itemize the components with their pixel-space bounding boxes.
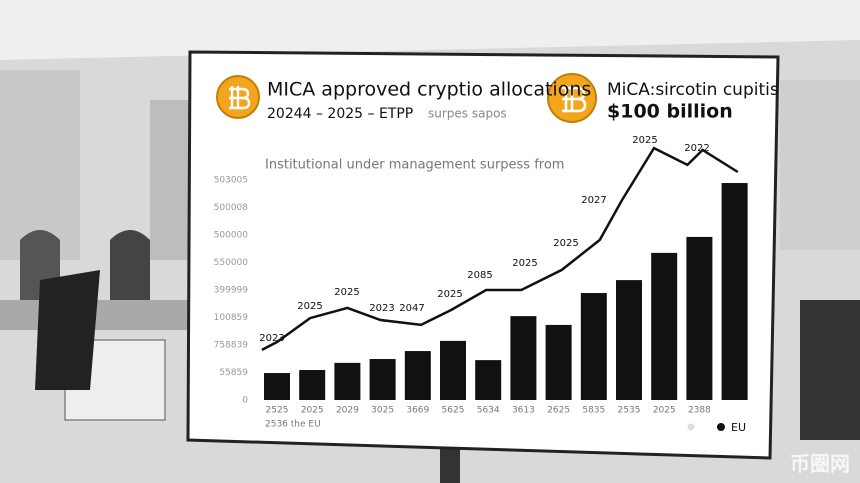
y-tick-label: 758839 <box>214 341 249 351</box>
legend-swatch <box>717 423 725 431</box>
x-tick-label: 3669 <box>406 406 429 416</box>
x-tick-label: 5625 <box>442 406 465 416</box>
bar <box>369 359 396 400</box>
bar <box>651 252 678 400</box>
headline-label: MiCA:sircotin cupitis <box>607 80 779 100</box>
bar <box>404 351 431 400</box>
line-annotation: 2025 <box>334 287 359 298</box>
x-tick-label: 2535 <box>618 406 641 416</box>
legend-swatch <box>687 423 695 431</box>
line-annotation: 2025 <box>553 238 578 249</box>
x-tick-label: 3025 <box>371 406 394 416</box>
chair <box>800 300 860 440</box>
bar <box>686 236 713 400</box>
x-tick-label: 3613 <box>512 406 535 416</box>
bar <box>334 362 361 400</box>
x-tick-label: 5634 <box>477 406 500 416</box>
line-annotation: 2025 <box>437 289 462 300</box>
y-tick-label: 500000 <box>214 231 249 241</box>
window-mid <box>150 100 190 260</box>
bar <box>264 373 290 400</box>
y-tick-label: 100859 <box>214 313 249 323</box>
chair <box>35 270 100 390</box>
line-annotation: 2085 <box>467 270 492 281</box>
y-tick-label: 55859 <box>219 368 248 378</box>
bitcoin-glyph <box>562 85 587 113</box>
person <box>110 230 150 300</box>
bar <box>580 293 607 400</box>
x-tick-label: 2388 <box>688 406 711 416</box>
bar <box>721 183 748 400</box>
bar <box>475 360 502 400</box>
line-annotation: 2025 <box>297 301 322 312</box>
subtitle-note: surpes sapos <box>428 107 507 121</box>
x-tick-label: 2025 <box>301 406 324 416</box>
bar <box>440 340 466 400</box>
bar <box>510 316 537 400</box>
board-stand <box>440 440 460 483</box>
line-annotation: 2025 <box>632 135 657 146</box>
line-annotation: 2025 <box>512 258 537 269</box>
line-annotation: 2027 <box>581 195 606 206</box>
footnote: 2536 the EU <box>265 420 321 430</box>
y-tick-label: 500008 <box>214 203 249 213</box>
window-right <box>780 80 860 250</box>
chart-title: MICA approved cryptio allocations <box>267 79 591 101</box>
line-annotation: 2023 <box>369 303 394 314</box>
window-left <box>0 70 80 260</box>
bar <box>616 280 642 400</box>
bar <box>545 324 572 400</box>
ceiling <box>0 0 860 60</box>
headline-value: $100 billion <box>607 101 733 123</box>
line-annotation: 2023 <box>259 333 284 344</box>
x-tick-label: 5835 <box>582 406 605 416</box>
y-tick-label: 503005 <box>214 176 248 186</box>
x-tick-label: 2025 <box>653 406 676 416</box>
line-annotation: 2047 <box>399 303 424 314</box>
chart-subtitle: 20244 – 2025 – ETPP <box>267 106 413 122</box>
watermark: 币圈网 <box>790 452 850 476</box>
x-tick-label: 2625 <box>547 406 570 416</box>
x-tick-label: 2029 <box>336 406 359 416</box>
line-annotation: 2022 <box>684 143 709 154</box>
bar <box>299 370 326 400</box>
axis-title: Institutional under management surpess f… <box>265 158 564 173</box>
y-tick-label: 0 <box>242 396 248 406</box>
trend-line <box>261 146 739 352</box>
bitcoin-glyph <box>229 86 251 110</box>
icons <box>216 73 597 123</box>
x-tick-label: 2525 <box>266 406 289 416</box>
y-tick-label: 399999 <box>214 286 249 296</box>
y-tick-label: 550000 <box>214 258 249 268</box>
legend-label: EU <box>731 421 746 434</box>
